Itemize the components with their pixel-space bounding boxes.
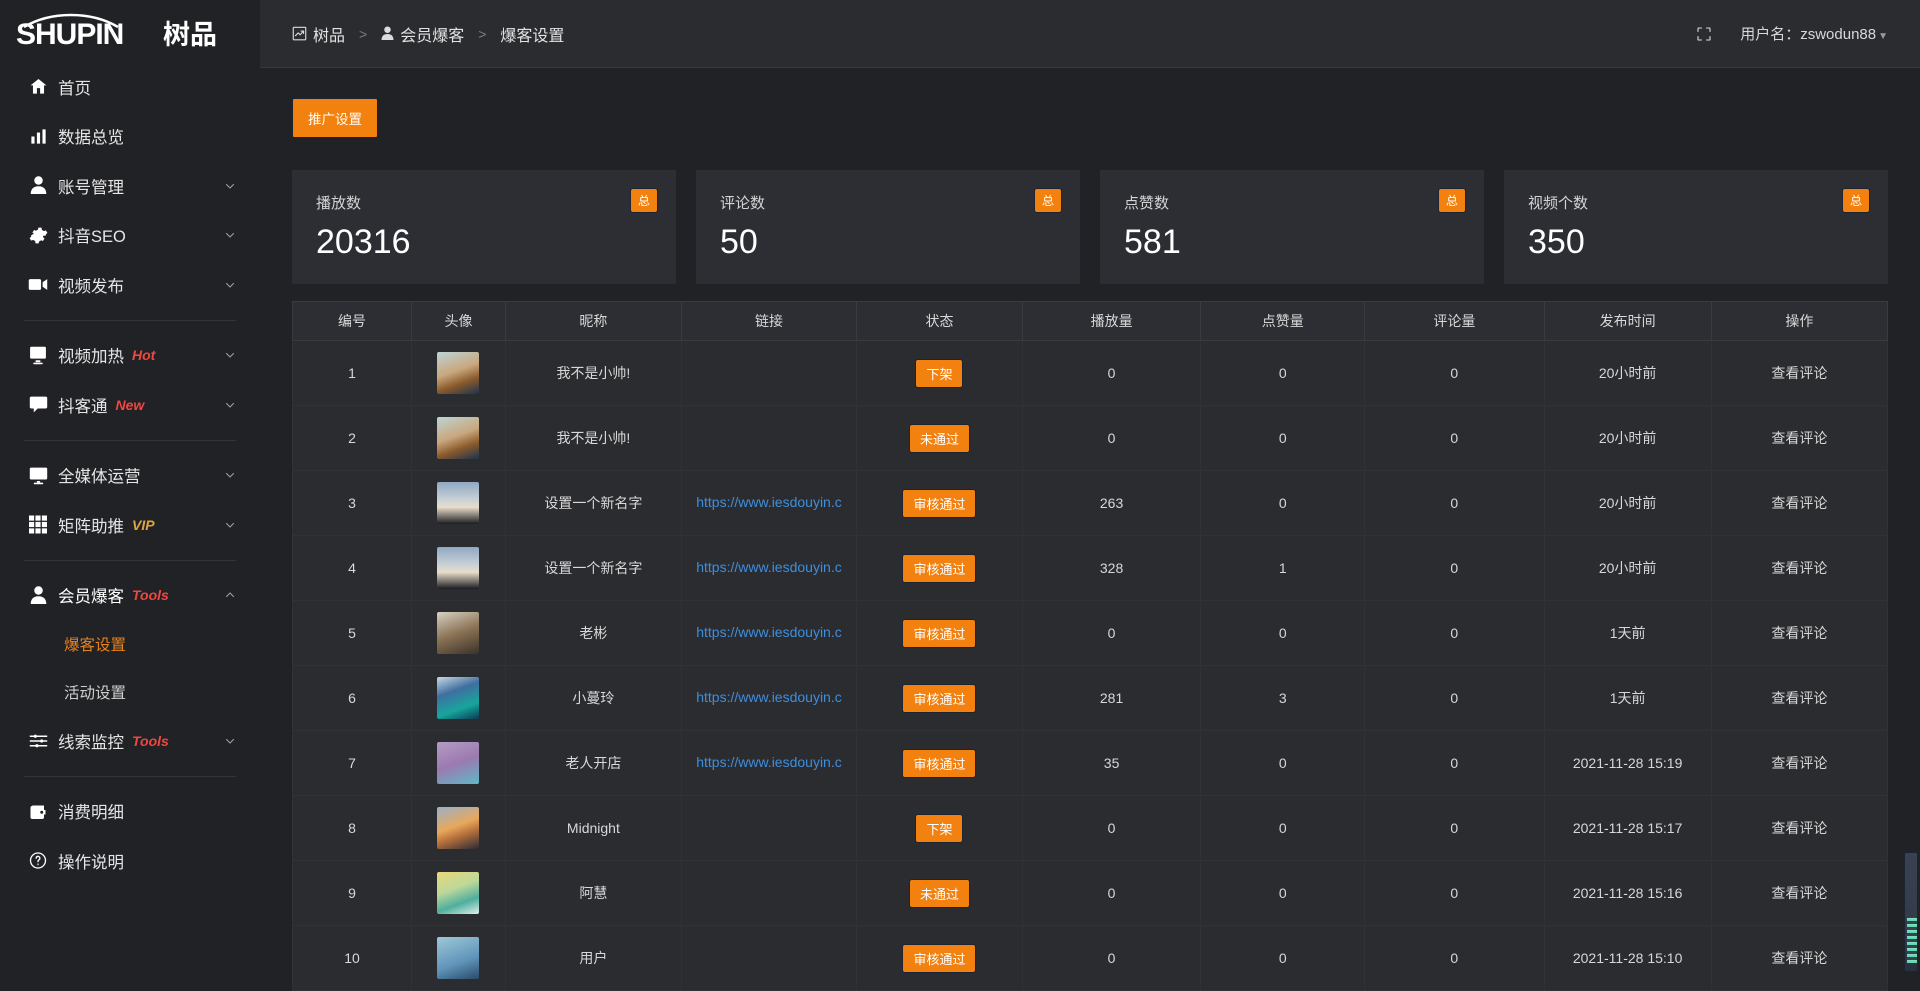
svg-text:树品: 树品 [163, 13, 217, 47]
svg-text:SHUPIN: SHUPIN [16, 18, 123, 47]
